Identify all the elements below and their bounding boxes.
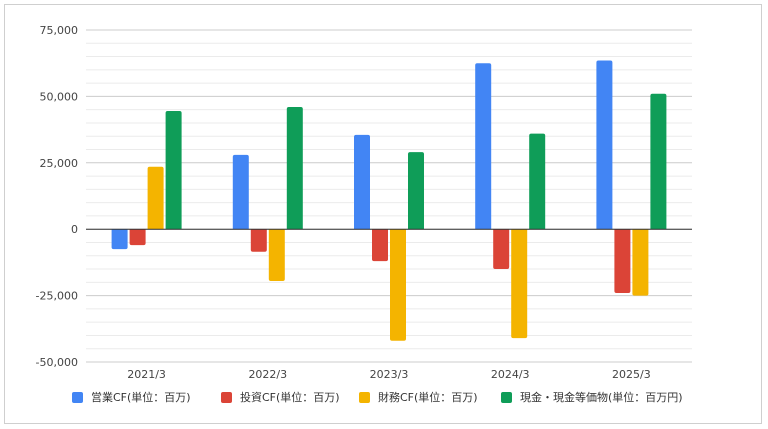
bar-0-1 — [232, 154, 249, 230]
bars — [111, 60, 667, 341]
bar-2-3 — [511, 229, 528, 339]
legend-swatch — [501, 392, 512, 403]
bar-2-0 — [147, 166, 164, 230]
gridlines — [86, 29, 692, 363]
bar-1-4 — [614, 229, 631, 293]
y-tick-label: 50,000 — [40, 90, 79, 103]
y-tick-label: 75,000 — [40, 24, 79, 37]
y-tick-label: -50,000 — [36, 356, 78, 369]
legend-swatch — [72, 392, 83, 403]
bar-2-1 — [268, 229, 285, 281]
y-tick-label: -25,000 — [36, 290, 78, 303]
legend-label: 営業CF(単位：百万) — [91, 390, 191, 404]
x-tick-label: 2023/3 — [370, 368, 409, 381]
bar-0-2 — [354, 134, 370, 230]
y-axis-ticks: 75,000 50,000 25,000 0 -25,000 -50,000 — [36, 24, 78, 369]
x-tick-label: 2024/3 — [491, 368, 530, 381]
bar-2-4 — [632, 229, 649, 296]
bar-1-0 — [129, 229, 146, 246]
bar-1-3 — [493, 229, 510, 270]
bar-3-1 — [286, 107, 303, 230]
chart-frame — [4, 4, 762, 424]
bar-3-4 — [650, 93, 667, 230]
legend-label: 投資CF(単位：百万) — [240, 390, 340, 404]
bar-2-2 — [390, 229, 406, 341]
bar-3-2 — [408, 152, 424, 230]
y-tick-label: 0 — [71, 223, 78, 236]
legend: 営業CF(単位：百万) 投資CF(単位：百万) 財務CF(単位：百万) 現金・現金等価… — [72, 390, 683, 404]
legend-label: 財務CF(単位：百万) — [378, 390, 478, 404]
y-tick-label: 25,000 — [40, 157, 79, 170]
x-tick-label: 2022/3 — [248, 368, 287, 381]
x-tick-label: 2025/3 — [612, 368, 651, 381]
bar-3-0 — [165, 111, 182, 230]
bar-3-3 — [529, 133, 546, 230]
legend-label: 現金・現金等価物(単位：百万円) — [520, 390, 683, 404]
bar-0-3 — [475, 63, 492, 230]
legend-swatch — [359, 392, 370, 403]
legend-swatch — [221, 392, 232, 403]
x-axis-ticks: 2021/3 2022/3 2023/3 2024/3 2025/3 — [127, 368, 651, 381]
bar-1-1 — [250, 229, 267, 252]
bar-0-4 — [596, 60, 613, 230]
bar-0-0 — [111, 229, 128, 250]
bar-1-2 — [372, 229, 388, 262]
x-tick-label: 2021/3 — [127, 368, 166, 381]
